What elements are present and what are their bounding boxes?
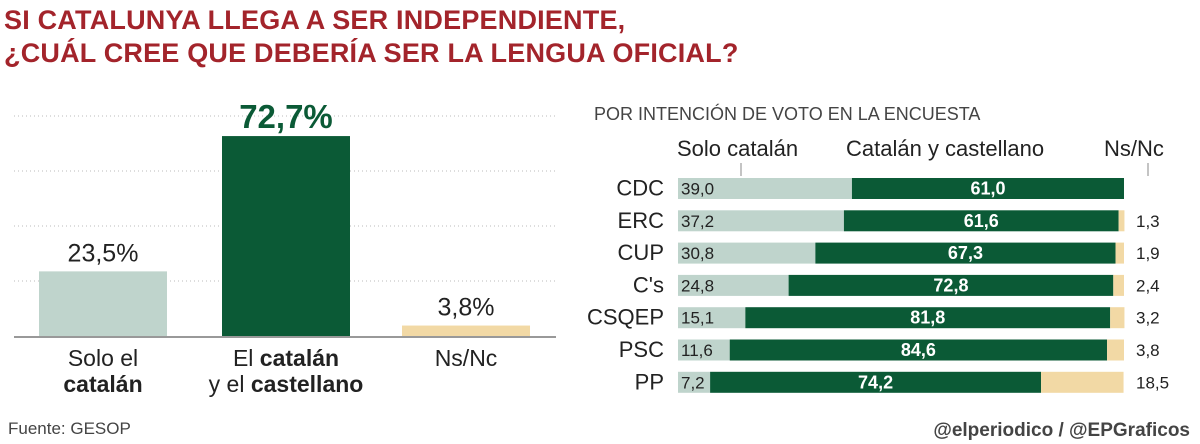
source-note: Fuente: GESOP (8, 419, 131, 438)
stacked-segment (678, 339, 730, 361)
party-label: PSC (619, 337, 664, 362)
stacked-segment (678, 178, 852, 199)
stacked-segment (1110, 307, 1125, 329)
stacked-segment (729, 339, 1108, 361)
segment-value-label: 67,3 (948, 243, 983, 263)
segment-value-label: 1,3 (1136, 212, 1160, 231)
segment-value-label: 2,4 (1136, 276, 1160, 295)
party-label: CDC (616, 176, 664, 201)
segment-value-label: 61,0 (970, 179, 1005, 199)
stacked-segment (815, 242, 1116, 264)
stacked-segment (1041, 371, 1124, 393)
credit-link[interactable]: @elperiodico / @EPGraficos (933, 420, 1190, 441)
stacked-segment (678, 307, 746, 329)
stacked-segment (710, 371, 1042, 393)
chart-title-line-1: SI CATALUNYA LLEGA A SER INDEPENDIENTE, (4, 5, 626, 35)
stacked-segment (1118, 210, 1125, 232)
bar (222, 136, 350, 336)
segment-value-label: 30,8 (681, 244, 714, 263)
bar (39, 271, 167, 336)
party-label: CSQEP (587, 305, 664, 330)
stacked-segment (678, 210, 844, 232)
legend-label: Ns/Nc (1104, 136, 1164, 161)
segment-value-label: 1,9 (1136, 244, 1160, 263)
party-label: CUP (618, 240, 664, 265)
segment-value-label: 3,2 (1136, 309, 1160, 328)
segment-value-label: 72,8 (933, 275, 968, 295)
subtitle: POR INTENCIÓN DE VOTO EN LA ENCUESTA (594, 103, 980, 124)
segment-value-label: 15,1 (681, 309, 714, 328)
party-label: PP (635, 369, 664, 394)
stacked-segment (678, 242, 816, 264)
category-label: Solo el (68, 345, 138, 371)
segment-value-label: 3,8 (1136, 341, 1160, 360)
category-label: catalán (63, 371, 142, 397)
category-label: El catalán (233, 345, 339, 371)
stacked-segment (788, 274, 1114, 296)
party-label: C's (633, 272, 664, 297)
legend-label: Catalán y castellano (846, 136, 1044, 161)
category-label: Ns/Nc (435, 345, 498, 371)
segment-value-label: 84,6 (901, 340, 936, 360)
category-label: y el castellano (209, 371, 364, 397)
legend-label: Solo catalán (677, 136, 798, 161)
stacked-segment (745, 307, 1111, 329)
stacked-segment (1115, 242, 1124, 264)
bar-value-label: 23,5% (68, 239, 139, 267)
stacked-segment (1107, 339, 1124, 361)
vote-intention-stacked-chart: POR INTENCIÓN DE VOTO EN LA ENCUESTA Solo… (587, 103, 1169, 394)
segment-value-label: 74,2 (858, 372, 893, 392)
segment-value-label: 24,8 (681, 276, 714, 295)
segment-value-label: 18,5 (1136, 373, 1169, 392)
bar-value-label: 72,7% (239, 98, 333, 135)
segment-value-label: 11,6 (681, 341, 713, 360)
stacked-segment (851, 178, 1124, 199)
stacked-segment (843, 210, 1119, 232)
segment-value-label: 37,2 (681, 212, 714, 231)
stacked-segment (1113, 274, 1124, 296)
segment-value-label: 7,2 (681, 373, 705, 392)
party-label: ERC (618, 208, 665, 233)
chart-title-line-2: ¿CUÁL CREE QUE DEBERÍA SER LA LENGUA OFI… (4, 38, 739, 68)
segment-value-label: 61,6 (964, 211, 999, 231)
bar-value-label: 3,8% (438, 294, 495, 322)
stacked-segment (678, 274, 789, 296)
bar (402, 325, 530, 336)
segment-value-label: 39,0 (681, 180, 714, 199)
segment-value-label: 81,8 (910, 308, 945, 328)
stacked-segment (678, 371, 711, 393)
chart-title: SI CATALUNYA LLEGA A SER INDEPENDIENTE, … (4, 4, 739, 70)
